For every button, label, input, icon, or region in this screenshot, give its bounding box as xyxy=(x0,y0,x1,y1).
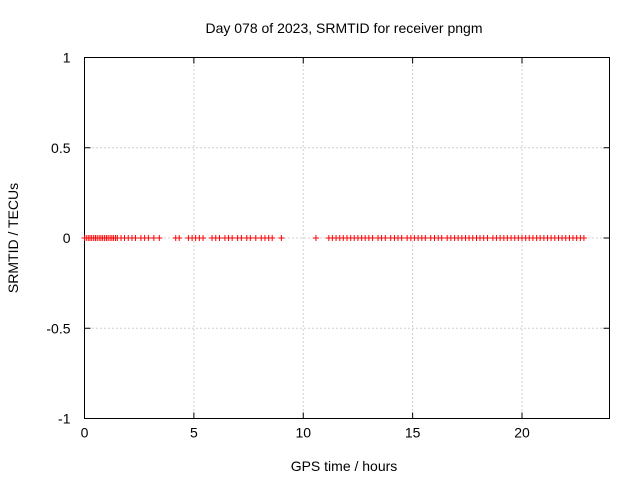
data-point xyxy=(247,235,254,241)
data-point xyxy=(312,235,319,241)
y-tick-label: -1 xyxy=(58,411,71,427)
data-point xyxy=(145,235,152,241)
x-axis-title: GPS time / hours xyxy=(291,458,398,474)
data-point xyxy=(382,235,389,241)
y-tick-label: 0.5 xyxy=(51,140,71,156)
y-axis-tick-labels: 1 0.5 0 -0.5 -1 xyxy=(46,50,70,427)
y-tick-label: -0.5 xyxy=(46,320,70,336)
x-tick-label: 15 xyxy=(405,425,421,441)
data-point xyxy=(229,235,236,241)
data-points xyxy=(81,235,587,241)
axis-ticks xyxy=(84,57,610,419)
data-point xyxy=(398,235,405,241)
data-point xyxy=(438,235,445,241)
x-tick-label: 5 xyxy=(190,425,198,441)
data-point xyxy=(269,235,276,241)
data-point xyxy=(580,235,587,241)
x-tick-label: 0 xyxy=(81,425,89,441)
x-tick-label: 10 xyxy=(295,425,311,441)
data-point xyxy=(156,235,163,241)
chart-title: Day 078 of 2023, SRMTID for receiver png… xyxy=(205,20,482,36)
data-point xyxy=(238,235,245,241)
y-tick-label: 0 xyxy=(63,230,71,246)
y-axis-title: SRMTID / TECUs xyxy=(5,183,21,293)
data-point xyxy=(132,235,139,241)
data-point xyxy=(484,235,491,241)
data-point xyxy=(176,235,183,241)
data-point xyxy=(216,235,223,241)
data-point xyxy=(150,235,157,241)
x-tick-label: 20 xyxy=(514,425,530,441)
data-point xyxy=(422,235,429,241)
data-point xyxy=(369,235,376,241)
data-point xyxy=(252,235,259,241)
data-point xyxy=(200,235,207,241)
data-point xyxy=(278,235,285,241)
x-axis-tick-labels: 0 5 10 15 20 xyxy=(81,425,530,441)
y-tick-label: 1 xyxy=(63,50,71,66)
